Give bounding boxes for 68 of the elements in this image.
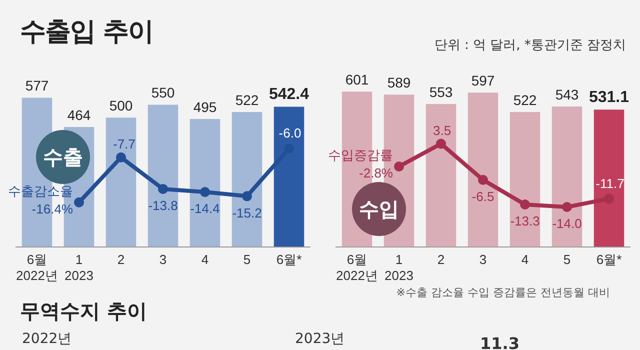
x-tick-label: 6월* — [276, 252, 302, 268]
data-label: -6.0 — [278, 126, 302, 141]
bar — [106, 118, 136, 247]
bar — [426, 104, 456, 247]
data-label: -11.7 — [596, 176, 624, 191]
data-label: 531.1 — [588, 89, 630, 106]
point — [562, 202, 572, 212]
data-label: 522 — [513, 92, 537, 108]
x-tick-label: 6월 2022년 — [16, 252, 58, 283]
chart-subtitle: 단위 : 억 달러, *통관기준 잠정치 — [434, 37, 626, 54]
x-tick-label: 5 — [243, 252, 251, 268]
data-label: -13.8 — [148, 198, 178, 214]
bar — [148, 104, 178, 247]
data-label: 543 — [555, 86, 579, 102]
x-tick-label: 3 — [479, 252, 487, 268]
point — [200, 187, 210, 198]
data-label: 597 — [471, 72, 495, 88]
data-label: 464 — [67, 106, 91, 123]
bar — [190, 118, 220, 247]
data-label: 542.4 — [268, 86, 310, 104]
data-label: 522 — [235, 92, 259, 108]
data-label: -13.3 — [510, 214, 540, 229]
x-tick-label: 4 — [521, 252, 529, 268]
point — [242, 191, 252, 202]
series-label: 수입증감률 — [328, 148, 393, 163]
data-label: -14.4 — [190, 201, 220, 216]
bar — [274, 106, 304, 247]
text: 11.3 — [480, 334, 520, 350]
point — [74, 197, 84, 208]
x-tick-label: 2 — [117, 252, 125, 268]
text: ※수출 감소율 수입 증감률은 전년동월 대비 — [396, 285, 610, 300]
x-tick-label: 5 — [563, 252, 571, 268]
point — [478, 174, 488, 185]
text: 2023년 — [295, 330, 345, 348]
point — [394, 162, 404, 172]
data-label: 577 — [25, 78, 49, 94]
data-label: -15.2 — [232, 205, 262, 220]
bar — [594, 110, 624, 247]
data-label: 500 — [109, 98, 133, 114]
point — [116, 152, 126, 162]
x-tick-label: 1 2023 — [64, 252, 94, 283]
point — [436, 138, 446, 149]
data-label: 553 — [429, 84, 453, 100]
point — [604, 194, 614, 204]
data-label: 589 — [387, 74, 411, 91]
x-tick-label: 1 2023 — [384, 252, 414, 283]
text: 무역수지 추이 — [20, 298, 147, 325]
x-tick-label: 2 — [437, 252, 445, 268]
data-label: 550 — [151, 84, 175, 101]
x-tick-label: 6월 2022년 — [336, 252, 378, 283]
bar — [468, 92, 498, 247]
data-label: -6.5 — [472, 188, 494, 204]
x-tick-label: 6월* — [596, 252, 622, 268]
x-tick-label: 4 — [201, 252, 209, 268]
data-label: -2.8% — [359, 166, 394, 181]
data-label: -7.7 — [113, 136, 136, 152]
x-tick-label: 3 — [159, 252, 167, 268]
data-label: -14.0 — [552, 216, 582, 232]
data-label: 601 — [345, 71, 369, 88]
data-label: 3.5 — [433, 122, 452, 138]
chart-title: 수출입 추이 — [20, 16, 154, 49]
bar — [510, 112, 540, 247]
bar — [232, 112, 262, 247]
point — [158, 184, 168, 194]
point — [520, 199, 530, 210]
text: 2022년 — [22, 330, 72, 348]
bar — [552, 106, 582, 247]
data-label: 495 — [193, 98, 217, 115]
